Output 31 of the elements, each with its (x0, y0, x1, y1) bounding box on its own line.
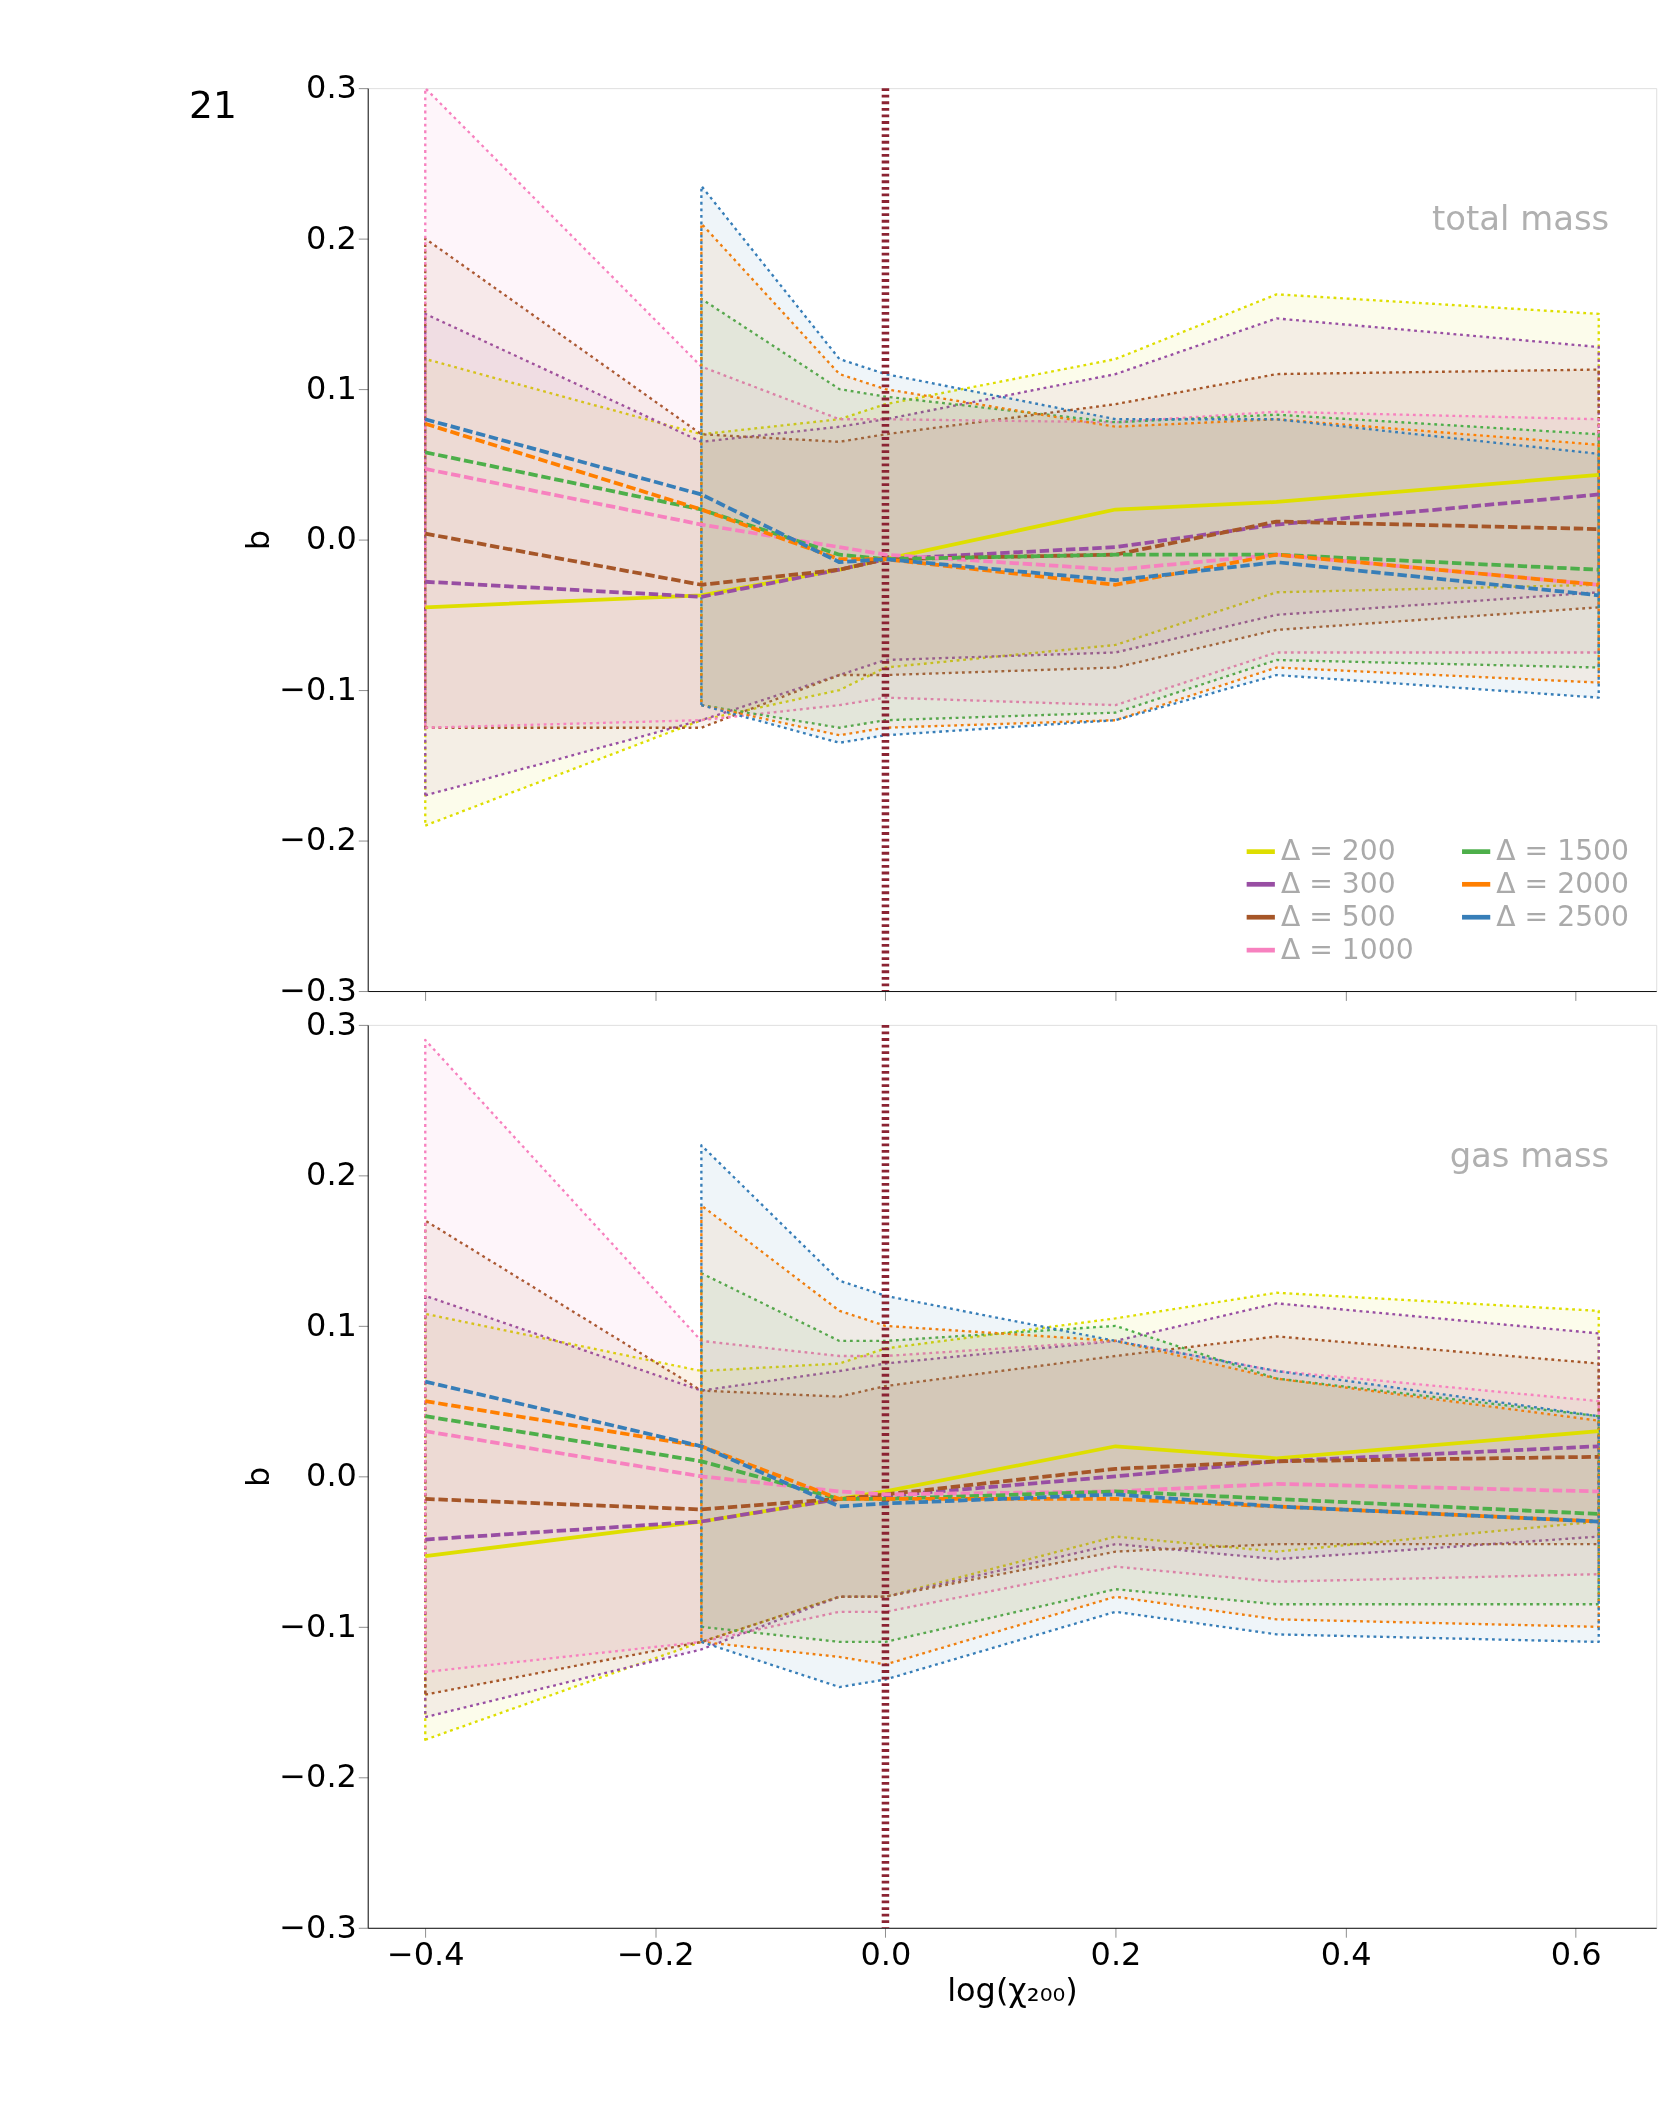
y-axis-title: b (238, 529, 277, 551)
x-tick-label: 0.0 (860, 1934, 912, 1973)
x-tick-label: 0.2 (1090, 1934, 1142, 1973)
y-tick-label: 0.0 (306, 1456, 357, 1495)
y-tick-label: 0.1 (306, 369, 357, 408)
x-tick-label: 0.4 (1320, 1934, 1372, 1973)
y-tick-label: −0.1 (279, 1606, 357, 1645)
y-tick-label: 0.2 (306, 218, 357, 257)
y-tick-label: 0.1 (306, 1305, 357, 1344)
y-tick-label: −0.2 (279, 1757, 357, 1796)
legend-label: Δ = 1500 (1496, 834, 1629, 868)
x-axis-title: log(χ₂₀₀) (947, 1970, 1078, 2009)
x-tick-label: −0.2 (617, 1934, 695, 1973)
text: 21 (189, 83, 237, 128)
legend-label: Δ = 2000 (1496, 866, 1629, 900)
y-tick-label: 0.0 (306, 519, 357, 558)
y-axis-title: b (238, 1466, 277, 1487)
legend-label: Δ = 1000 (1280, 932, 1414, 966)
y-tick-label: −0.3 (279, 1907, 357, 1946)
y-tick-label: 0.2 (306, 1155, 357, 1194)
legend-label: Δ = 200 (1280, 834, 1396, 868)
y-tick-label: −0.1 (279, 669, 357, 708)
x-tick-label: −0.4 (386, 1934, 465, 1973)
legend-label: Δ = 2500 (1496, 899, 1629, 933)
legend-label: Δ = 500 (1280, 899, 1396, 933)
legend-label: Δ = 300 (1280, 866, 1396, 900)
x-tick-label: 0.6 (1550, 1934, 1602, 1973)
y-tick-label: 0.3 (306, 68, 357, 107)
y-tick-label: −0.2 (279, 820, 357, 859)
annotation: gas mass (1449, 1135, 1610, 1175)
annotation: total mass (1432, 199, 1610, 239)
